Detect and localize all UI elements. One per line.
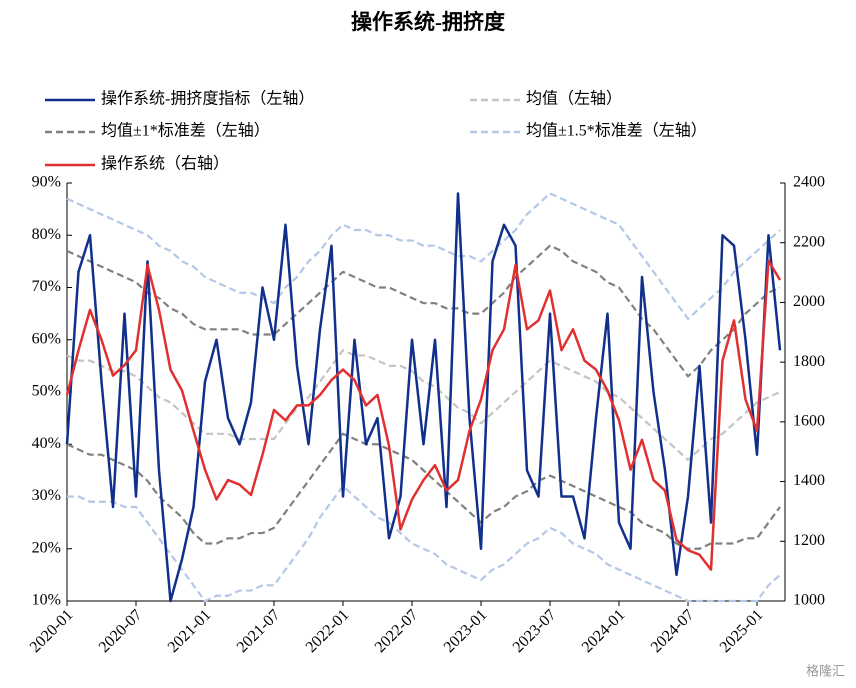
- x-tick-label: 2021-01: [165, 606, 215, 656]
- y2-tick-label: 1800: [793, 353, 825, 370]
- x-tick-label: 2023-07: [510, 606, 560, 656]
- x-tick-label: 2021-07: [234, 606, 284, 656]
- x-tick-label: 2024-01: [579, 606, 629, 656]
- x-tick-label: 2022-01: [303, 606, 353, 656]
- y2-tick-label: 1000: [793, 592, 825, 609]
- x-tick-label: 2022-07: [372, 606, 422, 656]
- y-tick-label: 40%: [32, 435, 61, 452]
- x-tick-label: 2023-01: [441, 606, 491, 656]
- y2-tick-label: 2000: [793, 293, 825, 310]
- y-tick-label: 30%: [32, 487, 61, 504]
- series-line: [66, 192, 781, 320]
- x-tick-label: 2025-01: [717, 606, 767, 656]
- series-line: [66, 349, 781, 462]
- series-line: [66, 244, 781, 378]
- x-tick-label: 2020-01: [27, 606, 77, 656]
- y2-tick-label: 1600: [793, 413, 825, 430]
- y-tick-label: 60%: [32, 330, 61, 347]
- legend-label: 操作系统-拥挤度指标（左轴）: [101, 90, 314, 108]
- series-line: [65, 192, 782, 603]
- legend-label: 操作系统（右轴）: [101, 155, 229, 173]
- y2-tick-label: 2400: [793, 174, 825, 191]
- y-tick-label: 90%: [32, 174, 61, 191]
- y-tick-label: 50%: [32, 383, 61, 400]
- legend-label: 均值（左轴）: [526, 90, 622, 108]
- x-tick-label: 2024-07: [648, 606, 698, 656]
- y-tick-label: 80%: [32, 226, 61, 243]
- x-tick-label: 2020-07: [96, 606, 146, 656]
- y2-tick-label: 1400: [793, 472, 825, 489]
- y2-tick-label: 2200: [793, 233, 825, 250]
- series-line: [65, 259, 782, 571]
- y2-tick-label: 1200: [793, 532, 825, 549]
- legend-label: 均值±1*标准差（左轴）: [101, 122, 270, 140]
- chart-title: 操作系统-拥挤度: [351, 10, 505, 34]
- y-tick-label: 70%: [32, 278, 61, 295]
- series-line: [67, 484, 781, 603]
- y-tick-label: 10%: [32, 592, 61, 609]
- y-tick-label: 20%: [32, 539, 61, 556]
- legend-label: 均值±1.5*标准差（左轴）: [526, 122, 707, 140]
- series-line: [66, 432, 781, 550]
- watermark: 格隆汇: [806, 664, 845, 680]
